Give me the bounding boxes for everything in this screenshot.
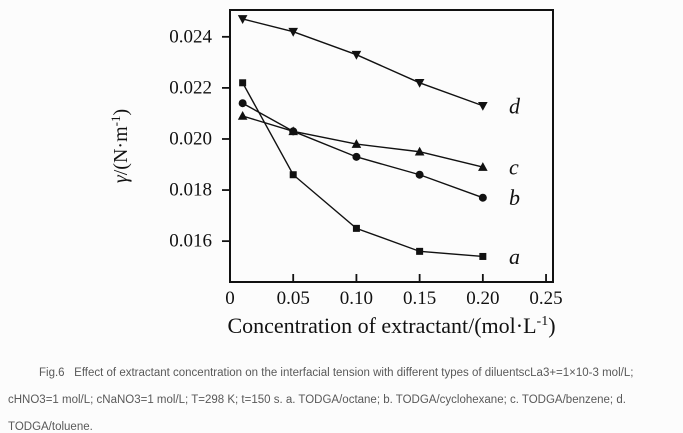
x-tick-label: 0.10 <box>340 288 373 309</box>
caption-line-3: TODGA/toluene. <box>8 421 93 433</box>
series-c-marker <box>414 146 425 156</box>
series-b-marker <box>478 193 487 202</box>
series-c-marker <box>237 110 248 120</box>
x-tick-label: 0.25 <box>529 288 562 309</box>
series-b-marker <box>415 170 424 179</box>
caption-line-1: Fig.6 Effect of extractant concentration… <box>39 367 634 379</box>
series-label-c: c <box>509 155 519 180</box>
series-d-marker <box>288 27 299 37</box>
line-chart-figure: 0 0.05 0.10 0.15 0.20 0.25 0.016 0.018 0.020 0.02… <box>108 9 563 338</box>
series-d-marker <box>414 78 425 88</box>
y-tick-label: 0.022 <box>169 77 212 98</box>
y-tick-label: 0.024 <box>169 26 212 47</box>
series-c-marker <box>288 126 299 136</box>
series-d-marker <box>237 15 248 24</box>
series-a-marker <box>239 79 247 87</box>
series-label-b: b <box>509 185 520 210</box>
series-d-marker <box>478 101 488 111</box>
x-tick-label: 0.20 <box>466 288 499 309</box>
x-tick-label: 0.05 <box>277 288 310 309</box>
series-b-marker <box>352 152 361 161</box>
series-a-marker <box>479 252 487 260</box>
series-c-marker <box>478 162 488 171</box>
plot-frame <box>229 9 554 283</box>
y-axis-title: γ/(N·m-1) <box>108 109 132 183</box>
y-tick-label: 0.016 <box>169 231 212 252</box>
x-tick-label: 0.15 <box>403 288 436 309</box>
series-d-marker <box>351 50 362 60</box>
series-a-marker <box>416 247 424 255</box>
series-a-line <box>242 82 483 258</box>
caption-line-2: cHNO3=1 mol/L; cNaNO3=1 mol/L; T=298 K; … <box>8 394 626 406</box>
figure-caption: Fig.6 Effect of extractant concentration… <box>8 360 677 433</box>
series-c-marker <box>351 139 362 148</box>
series-a-marker <box>289 171 297 179</box>
series-a-marker <box>352 224 360 232</box>
x-tick-label: 0 <box>225 288 235 309</box>
y-tick-label: 0.020 <box>169 128 212 149</box>
series-b-line <box>242 102 484 199</box>
y-tick-label: 0.018 <box>169 180 212 201</box>
series-d-line <box>242 18 484 107</box>
x-axis-title: Concentration of extractant/(mol·L-1) <box>227 313 555 338</box>
series-label-d: d <box>509 93 521 118</box>
series-b-marker <box>238 99 247 108</box>
series-label-a: a <box>509 244 520 269</box>
